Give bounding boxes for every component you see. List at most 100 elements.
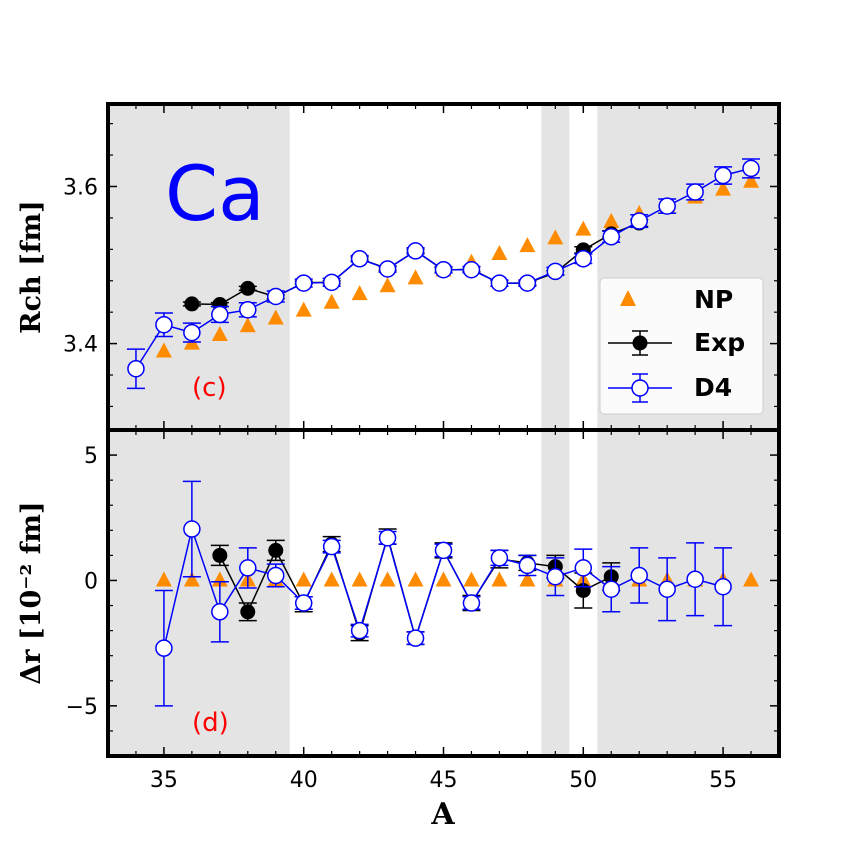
top-panel: 3.4 3.6 Ca (c) NP Exp D4 Rch [fm] bbox=[16, 102, 781, 432]
np-point bbox=[379, 277, 396, 293]
d4-point bbox=[350, 621, 369, 640]
d4-point bbox=[714, 166, 732, 185]
np-point bbox=[211, 325, 228, 341]
legend-d4-label: D4 bbox=[694, 373, 732, 402]
bottom-panel-label: (d) bbox=[192, 708, 229, 738]
np-point bbox=[379, 571, 396, 587]
d4-point bbox=[686, 183, 704, 201]
np-point bbox=[323, 571, 340, 587]
d4-point bbox=[490, 549, 509, 567]
d4-point bbox=[462, 260, 481, 279]
x-axis-label: A bbox=[430, 797, 455, 832]
top-panel-label: (c) bbox=[192, 373, 227, 403]
d4-point bbox=[378, 529, 397, 547]
bottom-panel: −5 0 5 (d) Δr [10⁻² fm] bbox=[16, 428, 781, 758]
d4-point bbox=[742, 159, 760, 178]
d4-point bbox=[211, 305, 229, 324]
x-tick-label: 55 bbox=[709, 768, 737, 793]
legend-np-label: NP bbox=[694, 285, 733, 314]
d4-point bbox=[350, 250, 369, 268]
d4-point bbox=[294, 274, 313, 292]
d4-point bbox=[490, 274, 509, 292]
bottom-shaded-regions bbox=[108, 430, 779, 756]
np-point bbox=[407, 571, 424, 587]
d4-point bbox=[630, 566, 648, 585]
d4-point bbox=[267, 566, 285, 585]
d4-point bbox=[322, 273, 341, 292]
d4-point bbox=[602, 580, 620, 598]
legend-d4-marker bbox=[631, 379, 649, 397]
bottom-y-axis-label: Δr [10⁻² fm] bbox=[16, 501, 47, 684]
np-point bbox=[491, 245, 508, 261]
exp-point bbox=[240, 604, 256, 620]
np-point bbox=[547, 229, 564, 245]
d4-point bbox=[434, 541, 453, 560]
np-point bbox=[603, 212, 620, 228]
np-point bbox=[295, 301, 312, 317]
d4-point bbox=[602, 228, 620, 246]
np-point bbox=[267, 309, 284, 325]
exp-point bbox=[268, 542, 284, 558]
bottom-panel-frame bbox=[106, 428, 781, 758]
np-point bbox=[743, 571, 760, 587]
x-tick-label: 45 bbox=[430, 768, 458, 793]
top-y-axis-label: Rch [fm] bbox=[16, 200, 47, 334]
np-point bbox=[155, 571, 172, 587]
d4-point bbox=[378, 260, 397, 278]
x-tick-label: 50 bbox=[569, 768, 597, 793]
x-tick-labels: 35 40 45 50 55 bbox=[150, 768, 737, 793]
np-point bbox=[295, 571, 312, 587]
shaded-region bbox=[108, 430, 290, 756]
d4-point bbox=[267, 287, 285, 306]
d4-point bbox=[658, 197, 676, 215]
d4-point bbox=[434, 260, 453, 279]
d4-point bbox=[714, 577, 732, 596]
d4-point bbox=[574, 559, 593, 577]
np-point bbox=[715, 180, 732, 196]
x-tick-label: 35 bbox=[150, 768, 178, 793]
y-tick-label: 5 bbox=[84, 444, 98, 469]
np-point bbox=[575, 220, 592, 236]
shaded-region bbox=[597, 430, 779, 756]
bottom-data-series bbox=[154, 480, 760, 707]
x-tick-label: 40 bbox=[290, 768, 318, 793]
np-point bbox=[435, 571, 452, 587]
d4-point bbox=[546, 262, 565, 281]
series-d4 bbox=[126, 158, 761, 390]
np-point bbox=[519, 571, 536, 587]
legend-exp-marker bbox=[632, 335, 648, 351]
exp-point bbox=[240, 280, 256, 296]
d4-point bbox=[518, 274, 537, 292]
d4-point bbox=[574, 250, 593, 268]
np-point bbox=[323, 293, 340, 309]
top-data-series bbox=[126, 158, 761, 390]
np-point bbox=[183, 571, 200, 587]
d4-point bbox=[127, 359, 145, 378]
d4-point bbox=[546, 567, 565, 586]
np-point bbox=[743, 172, 760, 188]
np-point bbox=[351, 285, 368, 301]
d4-point bbox=[211, 603, 229, 621]
legend-np-marker bbox=[620, 290, 636, 306]
np-point bbox=[155, 342, 172, 358]
d4-point bbox=[406, 629, 425, 647]
d4-point bbox=[155, 639, 173, 657]
series-d4 bbox=[154, 480, 733, 707]
exp-point bbox=[212, 547, 228, 563]
d4-point bbox=[322, 537, 341, 556]
exp-point bbox=[184, 296, 200, 312]
d4-point bbox=[630, 212, 648, 230]
y-tick-label: 3.6 bbox=[63, 175, 98, 200]
d4-point bbox=[406, 242, 425, 260]
y-tick-label: −5 bbox=[66, 695, 98, 720]
element-label: Ca bbox=[165, 149, 265, 238]
np-point bbox=[351, 571, 368, 587]
d4-point bbox=[686, 570, 704, 588]
d4-point bbox=[183, 520, 201, 538]
y-tick-label: 0 bbox=[84, 569, 98, 594]
y-tick-label: 3.4 bbox=[63, 333, 98, 358]
np-point bbox=[239, 317, 256, 333]
np-point bbox=[211, 571, 228, 587]
np-point bbox=[463, 571, 480, 587]
